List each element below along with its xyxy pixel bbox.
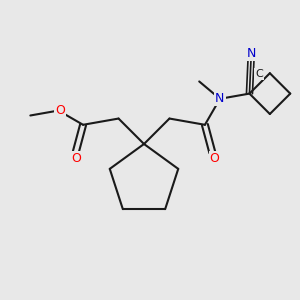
Text: O: O — [210, 152, 220, 165]
Text: O: O — [71, 152, 81, 165]
Text: N: N — [215, 92, 225, 105]
Text: N: N — [246, 46, 256, 60]
Text: C: C — [255, 69, 263, 79]
Text: O: O — [55, 104, 65, 117]
